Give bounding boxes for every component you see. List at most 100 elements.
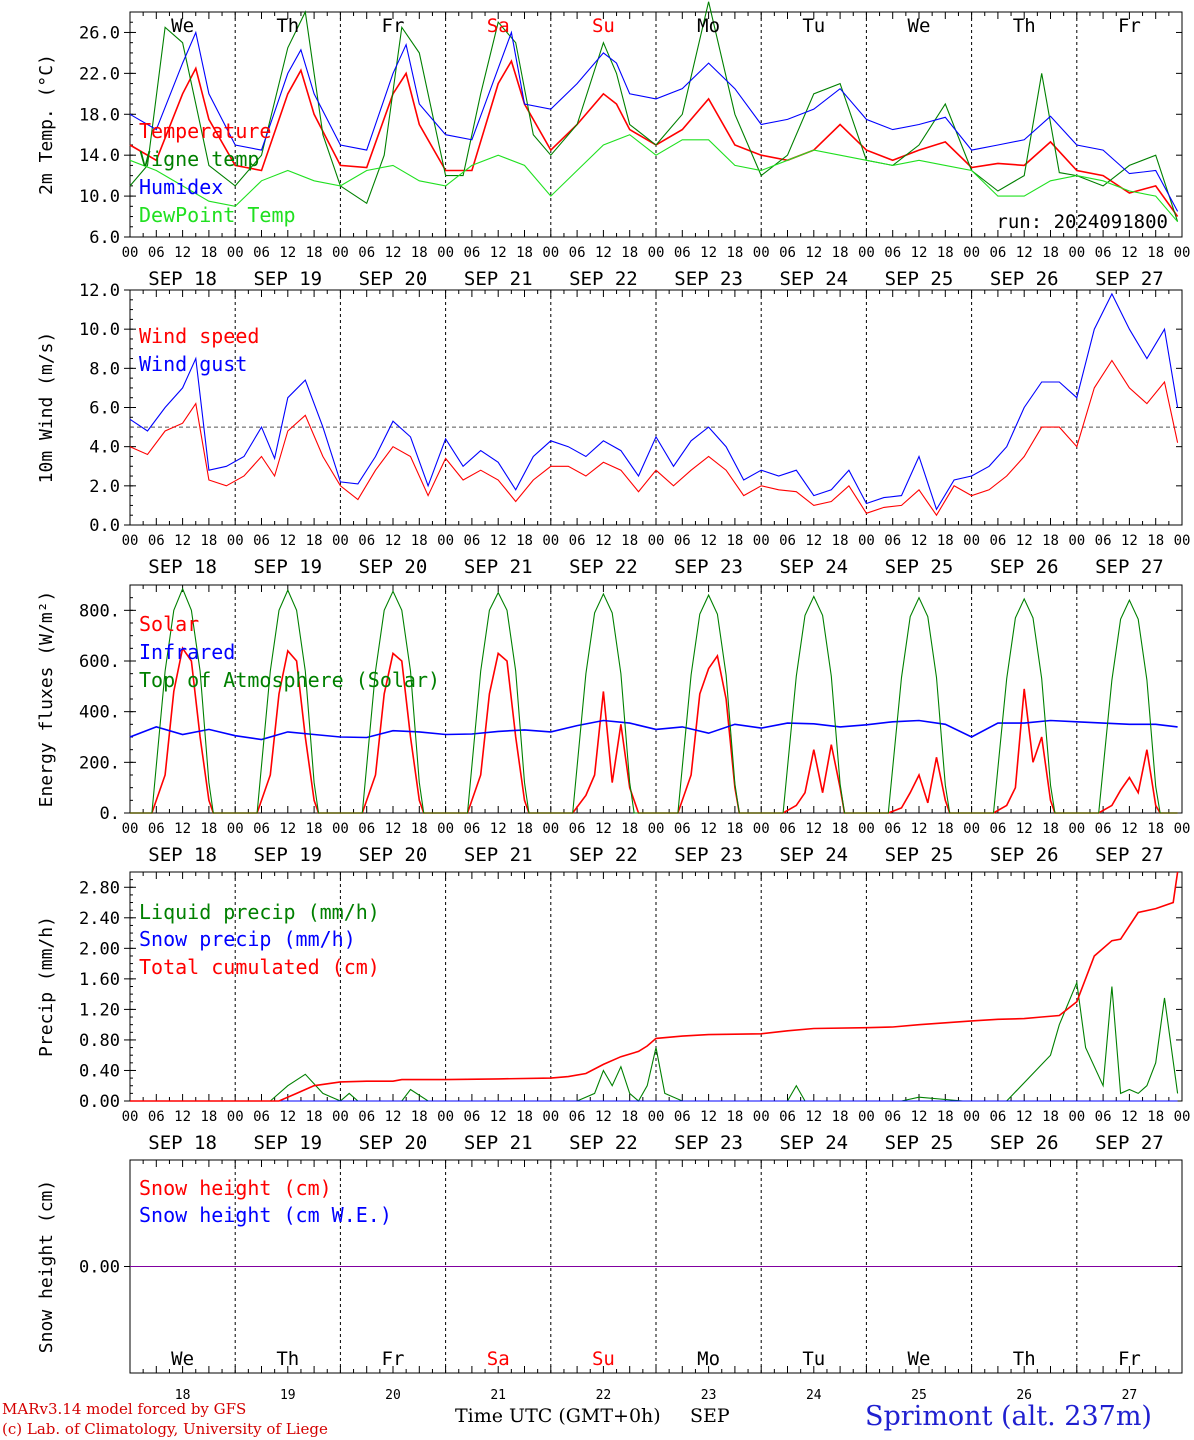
date-label: SEP 21 bbox=[464, 1132, 533, 1154]
hour-tick-label: 12 bbox=[385, 245, 402, 261]
hour-tick-label: 00 bbox=[542, 245, 559, 261]
date-label: SEP 18 bbox=[148, 844, 217, 866]
hour-tick-label: 12 bbox=[805, 533, 822, 549]
hour-tick-label: 18 bbox=[621, 821, 638, 837]
hour-tick-label: 12 bbox=[1121, 533, 1138, 549]
hour-tick-label: 00 bbox=[437, 821, 454, 837]
series-line-3 bbox=[130, 871, 1179, 1102]
hour-tick-label: 18 bbox=[1147, 245, 1164, 261]
legend-label: Top of Atmosphere (Solar) bbox=[139, 668, 440, 692]
day-number-label: 23 bbox=[701, 1388, 717, 1403]
hour-tick-label: 06 bbox=[569, 533, 586, 549]
hour-tick-label: 00 bbox=[122, 1109, 139, 1125]
hour-tick-label: 18 bbox=[937, 245, 954, 261]
day-number-label: 27 bbox=[1122, 1388, 1138, 1403]
hour-tick-label: 18 bbox=[937, 533, 954, 549]
date-label: SEP 27 bbox=[1095, 844, 1164, 866]
hour-tick-label: 00 bbox=[332, 821, 349, 837]
day-name-top: Fr bbox=[1118, 15, 1141, 37]
hour-tick-label: 00 bbox=[437, 245, 454, 261]
date-label: SEP 27 bbox=[1095, 268, 1164, 290]
hour-tick-label: 12 bbox=[1016, 533, 1033, 549]
y-axis-label: Energy fluxes (W/m²) bbox=[36, 591, 57, 808]
date-label: SEP 22 bbox=[569, 268, 638, 290]
hour-tick-label: 06 bbox=[569, 1109, 586, 1125]
day-name-bottom: Tu bbox=[802, 1348, 825, 1370]
day-name-bottom: We bbox=[908, 1348, 931, 1370]
hour-tick-label: 12 bbox=[805, 1109, 822, 1125]
y-tick-label: 400. bbox=[79, 703, 120, 723]
y-tick-label: 14.0 bbox=[79, 146, 120, 166]
hour-tick-label: 18 bbox=[726, 1109, 743, 1125]
hour-tick-label: 00 bbox=[963, 245, 980, 261]
hour-tick-label: 18 bbox=[832, 1109, 849, 1125]
day-name-top: Fr bbox=[382, 15, 405, 37]
hour-tick-label: 06 bbox=[779, 533, 796, 549]
hour-tick-label: 00 bbox=[1174, 821, 1191, 837]
hour-tick-label: 18 bbox=[306, 245, 323, 261]
hour-tick-label: 18 bbox=[516, 821, 533, 837]
day-name-bottom: Th bbox=[1013, 1348, 1036, 1370]
hour-tick-label: 12 bbox=[279, 245, 296, 261]
date-label: SEP 22 bbox=[569, 1132, 638, 1154]
date-label: SEP 25 bbox=[885, 556, 954, 578]
hour-tick-label: 06 bbox=[463, 1109, 480, 1125]
hour-tick-label: 06 bbox=[463, 821, 480, 837]
hour-tick-label: 12 bbox=[174, 245, 191, 261]
y-tick-label: 0.80 bbox=[79, 1031, 120, 1051]
hour-tick-label: 00 bbox=[1174, 533, 1191, 549]
hour-tick-label: 12 bbox=[174, 1109, 191, 1125]
day-name-bottom: Fr bbox=[382, 1348, 405, 1370]
hour-tick-label: 00 bbox=[437, 1109, 454, 1125]
series-line-3 bbox=[129, 30, 1179, 212]
y-tick-label: 600. bbox=[79, 652, 120, 672]
date-label: SEP 27 bbox=[1095, 1132, 1164, 1154]
hour-tick-label: 06 bbox=[989, 1109, 1006, 1125]
panel-4 bbox=[124, 871, 1183, 1102]
hour-tick-label: 18 bbox=[516, 1109, 533, 1125]
hour-tick-label: 18 bbox=[832, 821, 849, 837]
y-tick-label: 8.0 bbox=[89, 359, 120, 379]
day-number-label: 21 bbox=[490, 1388, 506, 1403]
y-tick-label: 2.80 bbox=[79, 878, 120, 898]
hour-tick-label: 06 bbox=[1095, 533, 1112, 549]
y-tick-label: 0.00 bbox=[79, 1258, 120, 1278]
hour-tick-label: 00 bbox=[227, 245, 244, 261]
legend-label: Temperature bbox=[139, 119, 271, 143]
date-label: SEP 25 bbox=[885, 844, 954, 866]
hour-tick-label: 00 bbox=[332, 533, 349, 549]
legend-label: Wind speed bbox=[139, 324, 259, 348]
hour-tick-label: 12 bbox=[174, 821, 191, 837]
hour-tick-label: 06 bbox=[989, 533, 1006, 549]
y-tick-label: 12.0 bbox=[79, 281, 120, 301]
y-tick-label: 1.20 bbox=[79, 1000, 120, 1020]
hour-tick-label: 18 bbox=[937, 821, 954, 837]
hour-tick-label: 18 bbox=[306, 1109, 323, 1125]
hour-tick-label: 00 bbox=[648, 1109, 665, 1125]
series-line-2 bbox=[129, 292, 1179, 511]
hour-tick-label: 06 bbox=[989, 245, 1006, 261]
y-tick-label: 0.40 bbox=[79, 1061, 120, 1081]
hour-tick-label: 00 bbox=[1174, 1109, 1191, 1125]
hour-tick-label: 12 bbox=[279, 1109, 296, 1125]
hour-tick-label: 18 bbox=[621, 1109, 638, 1125]
hour-tick-label: 18 bbox=[726, 821, 743, 837]
hour-tick-label: 00 bbox=[542, 533, 559, 549]
hour-tick-label: 18 bbox=[832, 245, 849, 261]
hour-tick-label: 06 bbox=[148, 245, 165, 261]
hour-tick-label: 12 bbox=[1016, 821, 1033, 837]
y-axis-label: Precip (mm/h) bbox=[36, 916, 57, 1057]
hour-tick-label: 18 bbox=[200, 1109, 217, 1125]
hour-tick-label: 18 bbox=[306, 533, 323, 549]
day-name-bottom: Sa bbox=[487, 1348, 510, 1370]
date-label: SEP 20 bbox=[359, 844, 428, 866]
legend-label: Vigne temp bbox=[139, 147, 259, 171]
y-tick-label: 0.00 bbox=[79, 1092, 120, 1112]
date-label: SEP 24 bbox=[779, 268, 848, 290]
hour-tick-label: 00 bbox=[858, 245, 875, 261]
date-label: SEP 21 bbox=[464, 556, 533, 578]
hour-tick-label: 06 bbox=[463, 245, 480, 261]
hour-tick-label: 18 bbox=[200, 245, 217, 261]
hour-tick-label: 12 bbox=[595, 245, 612, 261]
